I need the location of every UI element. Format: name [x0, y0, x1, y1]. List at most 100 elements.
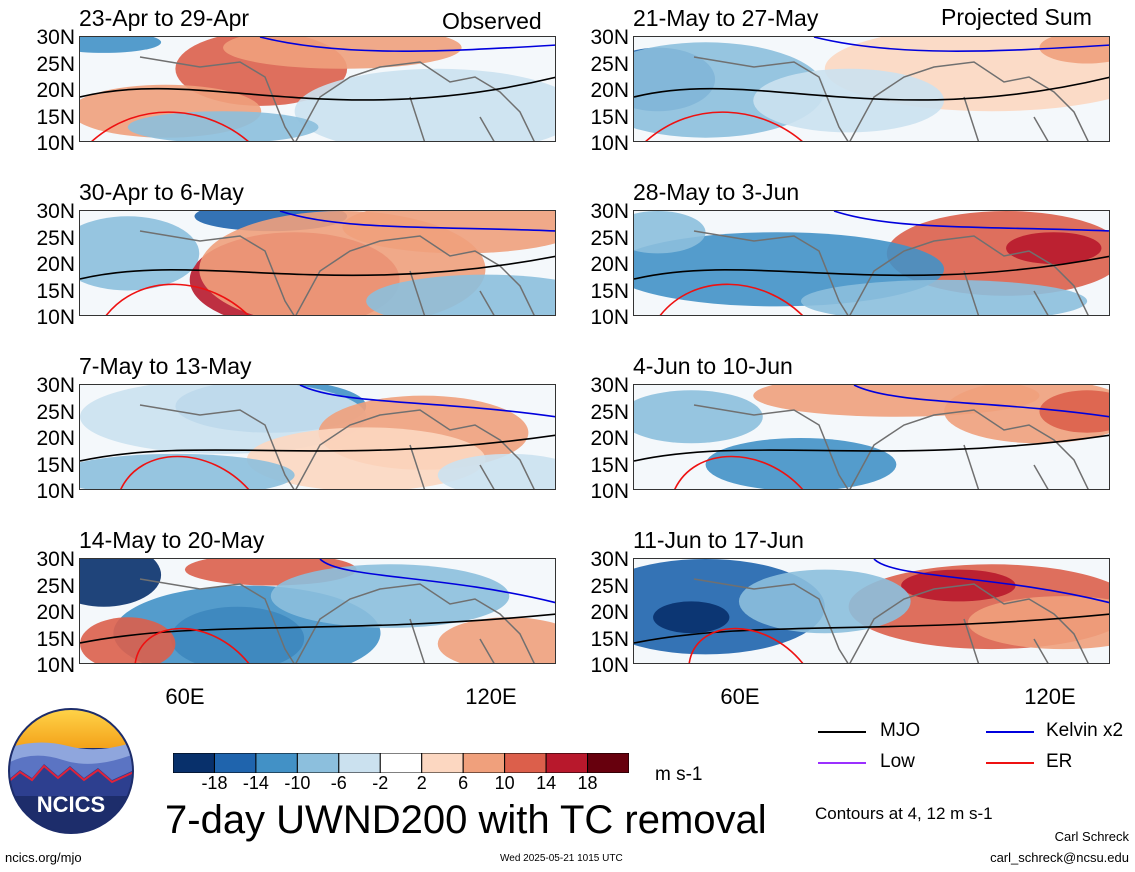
- er-contour: [688, 627, 804, 663]
- coastline: [693, 578, 1089, 663]
- legend-kelvin-label: Kelvin x2: [1046, 720, 1124, 741]
- lat-label-right-4-25n: 25N: [590, 574, 629, 598]
- colorbar-swatch: [338, 752, 381, 774]
- map-panel-right-1: [633, 36, 1110, 142]
- mjo-contour: [634, 76, 1109, 101]
- panel-title-right-4: 11-Jun to 17-Jun: [633, 527, 804, 553]
- map-panel-left-2: [79, 210, 556, 316]
- lat-label-left-4-30n: 30N: [36, 548, 75, 571]
- lat-label-right-3-15n: 15N: [590, 453, 629, 477]
- colorbar-tick-label: 18: [577, 773, 598, 793]
- coastline: [693, 230, 1089, 315]
- lat-label-right-2-15n: 15N: [590, 279, 629, 303]
- anomaly-shading: [1006, 232, 1102, 264]
- author-email[interactable]: carl_schreck@ncsu.edu: [990, 850, 1129, 865]
- colorbar-tick-label: 6: [458, 773, 469, 793]
- kelvin-contour: [813, 37, 1109, 52]
- anomaly-shading: [1039, 390, 1109, 433]
- lat-label-left-2-10n: 10N: [36, 306, 75, 329]
- author-name: Carl Schreck: [1054, 829, 1129, 844]
- colorbar-tick-label: 14: [536, 773, 557, 793]
- lat-label-right-1-20n: 20N: [590, 79, 629, 102]
- observed-header: Observed: [442, 8, 542, 34]
- lat-label-left-3-25n: 25N: [36, 400, 75, 424]
- mjo-contour: [80, 255, 555, 280]
- anomaly-shading: [800, 279, 1088, 315]
- map-panel-left-4: [79, 558, 556, 664]
- anomaly-shading: [437, 617, 555, 663]
- lat-label-left-1-30n: 30N: [36, 26, 75, 49]
- panel-title-right-3: 4-Jun to 10-Jun: [633, 353, 793, 379]
- anomaly-shading: [80, 37, 162, 53]
- coastline: [139, 56, 535, 141]
- panel-title-left-2: 30-Apr to 6-May: [79, 179, 244, 205]
- er-contour: [134, 627, 250, 663]
- colorbar-swatch: [545, 752, 589, 774]
- lat-label-left-1-10n: 10N: [36, 132, 75, 155]
- colorbar-tick-label: -6: [330, 773, 347, 793]
- colorbar-swatch: [172, 752, 215, 774]
- anomaly-shading: [127, 111, 319, 141]
- colorbar-swatch: [462, 752, 506, 774]
- mjo-contour: [80, 613, 555, 644]
- legend-mjo-line: [818, 731, 866, 733]
- map-panel-left-1: [79, 36, 556, 142]
- anomaly-shading: [634, 390, 763, 444]
- map-panel-right-4: [633, 558, 1110, 664]
- lat-label-left-3-10n: 10N: [36, 480, 75, 503]
- colorbar-swatch: [255, 752, 298, 774]
- lat-label-left-1-20n: 20N: [36, 79, 75, 102]
- anomaly-shading: [437, 453, 555, 489]
- kelvin-contour: [833, 211, 1109, 232]
- lat-label-left-3-30n: 30N: [36, 374, 75, 397]
- legend-mjo-label: MJO: [880, 720, 921, 741]
- anomaly-shading: [705, 438, 897, 489]
- anomaly-shading: [223, 37, 462, 69]
- projected-header: Projected Sum: [941, 4, 1092, 30]
- ncics-logo: NCICS: [8, 708, 134, 834]
- colorbar-swatch: [296, 752, 340, 774]
- kelvin-contour: [299, 385, 555, 418]
- site-url[interactable]: ncics.org/mjo: [5, 850, 82, 865]
- lat-label-right-4-15n: 15N: [590, 627, 629, 651]
- lat-label-right-3-20n: 20N: [590, 427, 629, 450]
- lat-label-left-4-25n: 25N: [36, 574, 75, 598]
- figure-title: 7-day UWND200 with TC removal: [165, 798, 767, 842]
- panel-title-left-4: 14-May to 20-May: [79, 527, 265, 553]
- panel-title-left-1: 23-Apr to 29-Apr: [79, 5, 250, 31]
- anomaly-shading: [246, 427, 486, 489]
- timestamp: Wed 2025-05-21 1015 UTC: [500, 853, 623, 864]
- anomaly-shading: [366, 274, 555, 315]
- anomaly-shading: [653, 601, 730, 634]
- map-panel-left-3: [79, 384, 556, 490]
- lat-label-right-2-10n: 10N: [590, 306, 629, 329]
- mjo-contour: [634, 613, 1109, 644]
- lon-label-60e-right: 60E: [720, 684, 760, 709]
- anomaly-shading: [634, 211, 706, 254]
- kelvin-contour: [319, 559, 555, 604]
- legend-low-line: [818, 762, 866, 764]
- colorbar-swatch: [587, 752, 630, 774]
- legend-er-line: [986, 762, 1034, 764]
- lat-label-left-2-15n: 15N: [36, 279, 75, 303]
- colorbar-tick-label: -14: [242, 773, 269, 793]
- er-contour: [674, 455, 804, 489]
- lat-label-left-2-20n: 20N: [36, 253, 75, 276]
- colorbar-swatch: [379, 752, 423, 774]
- anomaly-shading: [342, 211, 555, 254]
- colorbar-tick-label: 10: [494, 773, 515, 793]
- lat-label-right-4-30n: 30N: [590, 548, 629, 571]
- colorbar-tick-label: -18: [201, 773, 228, 793]
- lat-label-right-3-25n: 25N: [590, 400, 629, 424]
- lat-label-left-1-15n: 15N: [36, 105, 75, 129]
- coastline: [139, 230, 535, 315]
- anomaly-shading: [80, 559, 162, 607]
- coastline: [693, 404, 1089, 489]
- map-panel-right-2: [633, 210, 1110, 316]
- mjo-contour: [634, 255, 1109, 280]
- lat-label-right-2-20n: 20N: [590, 253, 629, 276]
- anomaly-shading: [753, 385, 1040, 417]
- mjo-contour: [634, 434, 1109, 462]
- er-contour: [120, 455, 250, 489]
- anomaly-shading: [80, 453, 295, 489]
